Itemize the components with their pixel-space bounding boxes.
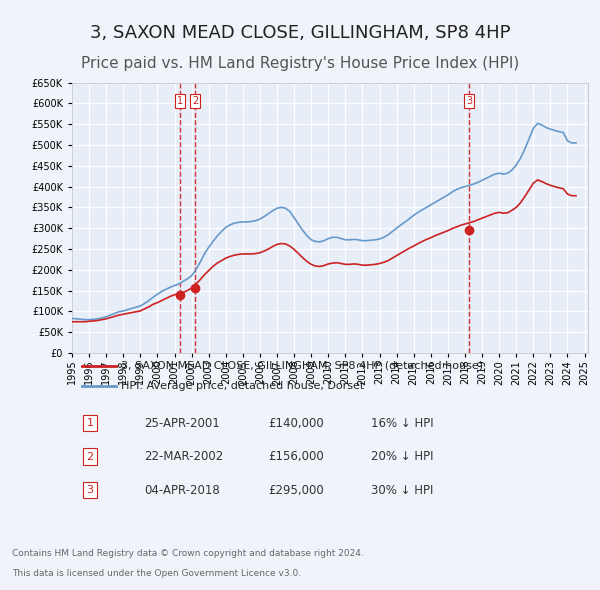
Text: 04-APR-2018: 04-APR-2018 (144, 484, 220, 497)
Text: 20% ↓ HPI: 20% ↓ HPI (371, 450, 434, 463)
Text: 1: 1 (86, 418, 94, 428)
Text: 2: 2 (192, 96, 199, 106)
Text: 25-APR-2001: 25-APR-2001 (144, 417, 220, 430)
Text: £156,000: £156,000 (268, 450, 324, 463)
Text: 30% ↓ HPI: 30% ↓ HPI (371, 484, 434, 497)
Text: 1: 1 (177, 96, 183, 106)
Text: Contains HM Land Registry data © Crown copyright and database right 2024.: Contains HM Land Registry data © Crown c… (12, 549, 364, 558)
Text: Price paid vs. HM Land Registry's House Price Index (HPI): Price paid vs. HM Land Registry's House … (81, 56, 519, 71)
Text: 2: 2 (86, 451, 94, 461)
Text: 3, SAXON MEAD CLOSE, GILLINGHAM, SP8 4HP (detached house): 3, SAXON MEAD CLOSE, GILLINGHAM, SP8 4HP… (121, 361, 483, 371)
Text: 16% ↓ HPI: 16% ↓ HPI (371, 417, 434, 430)
Text: HPI: Average price, detached house, Dorset: HPI: Average price, detached house, Dors… (121, 381, 364, 391)
Text: 3: 3 (86, 485, 94, 495)
Text: 3, SAXON MEAD CLOSE, GILLINGHAM, SP8 4HP: 3, SAXON MEAD CLOSE, GILLINGHAM, SP8 4HP (90, 24, 510, 42)
Text: £140,000: £140,000 (268, 417, 324, 430)
Text: 3: 3 (466, 96, 472, 106)
Text: This data is licensed under the Open Government Licence v3.0.: This data is licensed under the Open Gov… (12, 569, 301, 578)
Text: £295,000: £295,000 (268, 484, 324, 497)
Text: 22-MAR-2002: 22-MAR-2002 (144, 450, 223, 463)
